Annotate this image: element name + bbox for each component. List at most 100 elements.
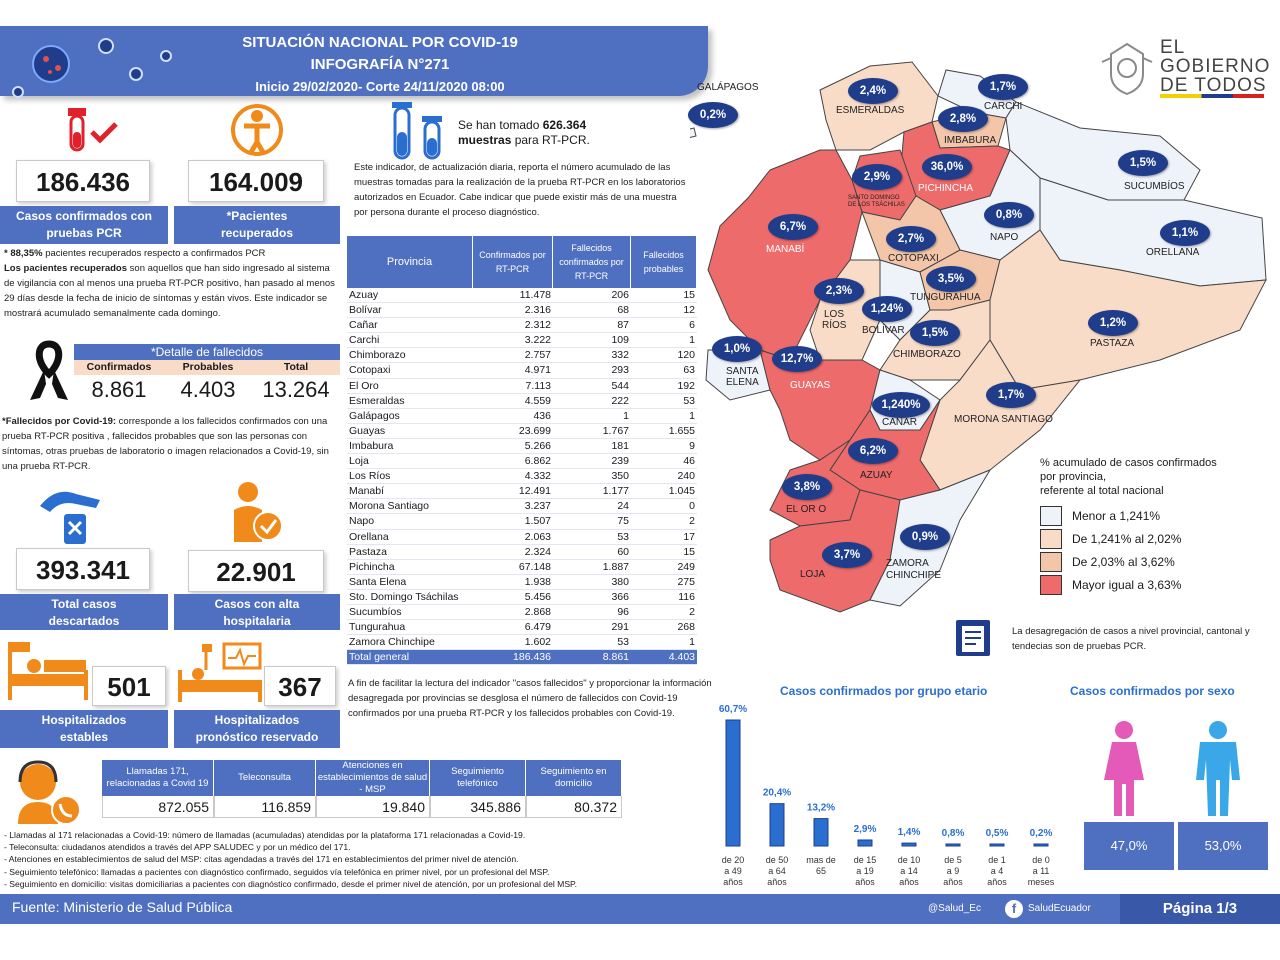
hosp-stable-label: Hospitalizados estables: [0, 710, 168, 748]
age-category-label: a 11: [1033, 866, 1050, 876]
pct-pichincha: 36,0%: [922, 154, 972, 180]
age-bar: [857, 839, 873, 847]
table-cell: Pichincha: [349, 560, 395, 573]
recovered-label: *Pacientes recuperados: [174, 206, 340, 244]
age-bar: [989, 843, 1005, 847]
pct-los-rios: 2,3%: [814, 278, 864, 304]
age-bar-value: 1,4%: [898, 827, 921, 838]
table-cell: 9: [689, 439, 695, 452]
discarded-test-icon: [40, 491, 100, 544]
discharged-patient-icon: [234, 482, 283, 542]
label-tungurahua: TUNGURAHUA: [910, 292, 981, 303]
table-cell: Sucumbíos: [349, 605, 402, 618]
table-cell: 15: [683, 289, 695, 301]
calls-value-home: 80.372: [526, 796, 622, 818]
table-cell: 1.938: [524, 575, 551, 588]
table-cell: 380: [611, 575, 629, 588]
legend-item: Mayor igual a 3,63%: [1040, 573, 1270, 596]
table-cell: 268: [677, 621, 695, 634]
date-range: Inicio 29/02/2020- Corte 24/11/2020 08:0…: [255, 79, 505, 94]
deaths-probable-value: 4.403: [180, 377, 236, 402]
legend-item: Menor a 1,241%: [1040, 504, 1270, 527]
calls-header-home: Seguimiento en domicilio: [526, 760, 622, 796]
legend-label: De 2,03% al 3,62%: [1072, 554, 1175, 569]
header-banner: SITUACIÓN NACIONAL POR COVID-19 INFOGRAF…: [0, 26, 708, 96]
age-bar-value: 20,4%: [763, 788, 791, 799]
hosp-stable-value: 501: [92, 666, 166, 706]
recovered-note: * 88,35% pacientes recuperados respecto …: [4, 248, 335, 319]
flag-stripe: [1160, 94, 1264, 98]
confirmed-cases-value: 186.436: [16, 160, 150, 202]
province-table: Provincia Confirmados por RT-PCR Falleci…: [347, 236, 697, 666]
twitter-handle[interactable]: @Salud_Ec: [928, 903, 981, 914]
table-cell: 7.113: [525, 379, 552, 392]
deaths-confirmed-value: 8.861: [91, 377, 147, 402]
table-row: Esmeraldas 4.559 222 53: [347, 394, 697, 409]
table-cell: 11.478: [519, 289, 551, 301]
table-row: Pastaza 2.324 60 15: [347, 545, 697, 560]
pct-canar: 1,240%: [872, 392, 930, 418]
table-cell: 275: [677, 575, 695, 588]
age-bar: [1033, 843, 1049, 847]
source: Fuente: Ministerio de Salud Pública: [12, 899, 233, 915]
label-canar: CAÑAR: [882, 417, 918, 428]
label-los-rios-1: LOS: [824, 309, 845, 320]
label-santa-elena-2: ELENA: [726, 377, 759, 388]
male-pct: 53,0%: [1178, 822, 1268, 870]
icu-bed-icon: [178, 642, 262, 702]
facebook-handle[interactable]: SaludEcuador: [1028, 903, 1091, 914]
table-row: Los Ríos 4.332 350 240: [347, 469, 697, 485]
table-cell: 293: [611, 364, 629, 377]
label-el-oro: EL OR O: [786, 504, 827, 515]
table-cell: 4.332: [524, 470, 551, 483]
table-cell: 1.655: [668, 424, 695, 437]
table-cell: 3.237: [524, 500, 551, 513]
table-row: Bolívar 2.316 68 12: [347, 303, 697, 319]
table-cell: 1.602: [524, 636, 551, 649]
table-cell: 87: [617, 319, 629, 332]
table-row: Carchi 3.222 109 1: [347, 333, 697, 349]
label-sto-domingo-2: DE LOS TSÁCHILAS: [848, 202, 905, 208]
age-category-label: de 0: [1032, 855, 1050, 865]
label-galapagos: GALÁPAGOS: [697, 82, 759, 93]
age-bar-value: 0,5%: [986, 828, 1009, 839]
deaths-header-total: Total: [283, 361, 309, 373]
table-row: Pichincha 67.148 1.887 249: [347, 560, 697, 575]
calls-value-teleconsulta: 116.859: [214, 796, 316, 818]
table-row: Napo 1.507 75 2: [347, 514, 697, 530]
deaths-title: *Detalle de fallecidos: [74, 344, 340, 360]
government-logo: EL GOBIERNO DE TODOS: [1160, 37, 1271, 96]
table-cell: Los Ríos: [349, 470, 391, 483]
province-table-header: Provincia Confirmados por RT-PCR Falleci…: [347, 236, 697, 288]
table-cell: 96: [617, 605, 629, 618]
table-cell: 291: [611, 621, 629, 634]
age-category-label: de 5: [944, 855, 962, 865]
label-santa-elena-1: SANTA: [726, 366, 759, 377]
pct-napo: 0,8%: [984, 202, 1034, 228]
label-loja: LOJA: [800, 569, 826, 580]
age-bar-value: 13,2%: [807, 803, 835, 814]
label-pichincha: PICHINCHA: [918, 183, 974, 194]
table-row: Cotopaxi 4.971 293 63: [347, 363, 697, 379]
table-cell: Pastaza: [349, 545, 387, 558]
province-table-body: Azuay 11.478 206 15 Bolívar 2.316 68 12 Cañar 2.3…: [347, 288, 697, 651]
table-cell: 6.862: [524, 455, 551, 468]
table-cell: 181: [611, 439, 629, 452]
label-sucumbios: SUCUMBÍOS: [1124, 181, 1185, 192]
galapagos-islands: [690, 127, 697, 139]
table-cell: Cañar: [349, 319, 378, 332]
table-row: Sto. Domingo Tsáchilas 5.456 366 116: [347, 590, 697, 605]
hosp-reserved-value: 367: [264, 666, 336, 706]
table-cell: Sto. Domingo Tsáchilas: [349, 590, 459, 603]
table-cell: 1: [689, 409, 695, 422]
age-bar: [813, 818, 829, 847]
age-bar: [901, 842, 917, 847]
table-cell: Tungurahua: [349, 621, 406, 634]
table-cell: 1: [623, 409, 629, 422]
table-cell: 53: [617, 530, 629, 543]
table-cell: 1.177: [602, 485, 629, 498]
pct-sto-domingo: 2,9%: [852, 164, 902, 190]
test-tube-icon: [68, 108, 118, 152]
sample-tubes-icon: [392, 102, 442, 160]
age-category-label: a 4: [991, 866, 1004, 876]
